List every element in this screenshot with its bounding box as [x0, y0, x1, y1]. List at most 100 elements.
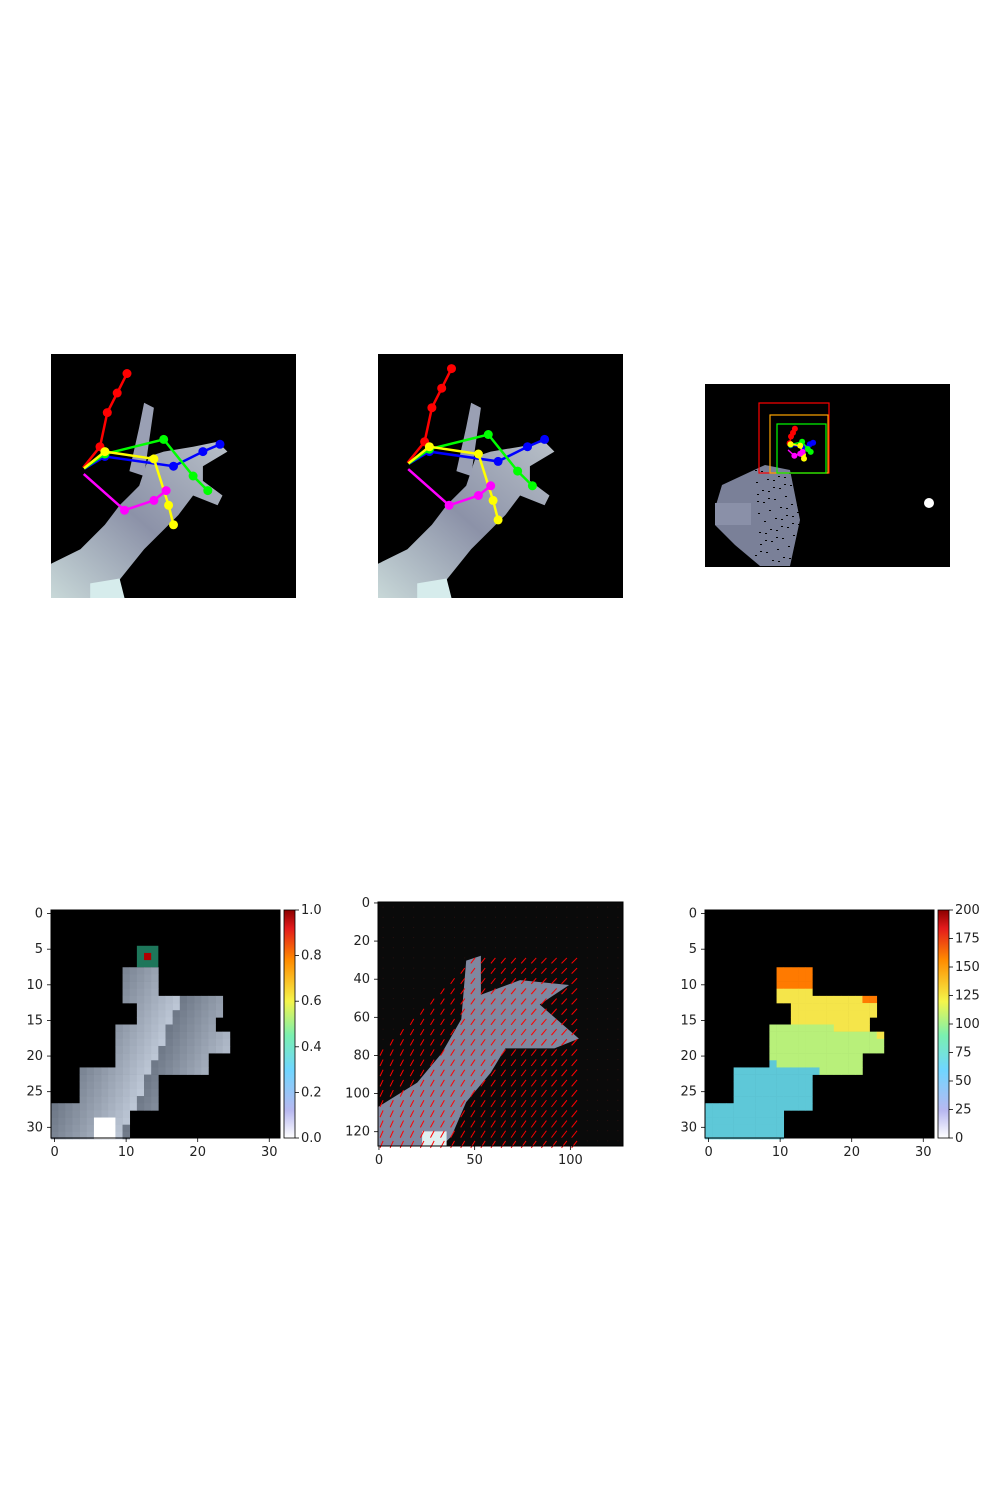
index-joint-3 [198, 447, 208, 457]
offset-vector [530, 977, 537, 985]
offset-vector [490, 1028, 496, 1036]
distance-pixel [783, 974, 792, 982]
hand-skeleton [75, 369, 225, 530]
bright-wrist-pixel [93, 1117, 116, 1139]
offset-vector-null [617, 1120, 619, 1122]
depth-pixel [151, 974, 159, 982]
depth-pixel [136, 1003, 145, 1011]
distance-pixel [869, 1031, 878, 1040]
offset-vector [450, 1110, 455, 1118]
distance-pixel [840, 1067, 849, 1075]
offset-vector [440, 1110, 445, 1118]
offset-vector [571, 1099, 578, 1108]
offset-vector-null [464, 947, 466, 949]
offset-vector-null [596, 1099, 598, 1101]
offset-vector [551, 1120, 558, 1128]
offset-vector [389, 1059, 394, 1067]
offset-vector-null [596, 947, 598, 949]
offset-vector [470, 998, 476, 1005]
distance-pixel [790, 988, 799, 997]
distance-pixel [755, 1096, 763, 1104]
distance-pixel [862, 1031, 870, 1040]
distance-pixel [769, 1088, 777, 1097]
distance-pixel [776, 1117, 785, 1125]
axes-frame [50, 909, 281, 1139]
offset-vector-null [454, 957, 456, 959]
distance-pixel [798, 967, 806, 975]
x-tick-label: 50 [466, 1153, 483, 1168]
offset-vector-null [525, 937, 527, 939]
depth-pixel [58, 1103, 66, 1111]
offset-vector [500, 998, 506, 1005]
offset-vector-null [515, 926, 517, 928]
offset-vector-null [413, 987, 415, 989]
distance-pixel [790, 1074, 799, 1083]
distance-pixel [855, 1024, 863, 1032]
depth-noise-speck [764, 521, 766, 522]
offset-vector [540, 1120, 547, 1128]
offset-vector [460, 1008, 466, 1015]
offset-vector-null [413, 906, 415, 908]
offset-vector-null [596, 1008, 598, 1010]
distance-pixel [848, 1017, 856, 1025]
offset-vector [520, 957, 527, 964]
axis-ticks: 0 10 20 30 0 5 10 15 20 25 30 [26, 907, 277, 1160]
offset-vector [430, 1079, 435, 1087]
depth-pixel [86, 1124, 95, 1133]
distance-pixel [855, 1067, 863, 1075]
offset-vector [551, 957, 558, 964]
distance-pixel [705, 1131, 713, 1140]
depth-noise-speck [768, 498, 770, 499]
distance-pixel [740, 1067, 749, 1075]
hand-wrist-region [90, 578, 125, 598]
distance-pixel [805, 1024, 813, 1032]
distance-pixel [747, 1096, 756, 1104]
offset-vector [440, 998, 445, 1005]
distance-pixel [840, 1053, 849, 1061]
offset-vector [480, 1099, 486, 1108]
distance-pixel [740, 1103, 749, 1111]
offset-vector-null [556, 937, 558, 939]
depth-pixel [79, 1081, 88, 1090]
offset-vector [490, 1059, 496, 1067]
depth-pixel [194, 1031, 202, 1040]
colorbar-tick-label: 0 [955, 1131, 963, 1146]
offset-vector-null [535, 916, 537, 918]
offset-vector-null [413, 967, 415, 969]
offset-vector-null [586, 967, 588, 969]
distance-pixel [833, 1017, 842, 1025]
offset-vector-null [596, 1038, 598, 1040]
distance-pixel [826, 1024, 835, 1032]
depth-pixel [93, 1081, 102, 1090]
distance-pixel [819, 1003, 827, 1011]
offset-vector [490, 957, 496, 964]
offset-vector [389, 1039, 394, 1046]
depth-pixel [115, 1081, 123, 1090]
depth-pixel [129, 1031, 138, 1040]
depth-pixel [58, 1110, 66, 1118]
y-tick-label: 30 [26, 1120, 43, 1135]
depth-pixel [208, 1003, 216, 1011]
depth-noise-speck [762, 490, 764, 491]
offset-vector-null [433, 957, 435, 959]
offset-vector [551, 977, 558, 985]
offset-vector-null [525, 926, 527, 928]
offset-vector [460, 1110, 466, 1118]
offset-vector-null [433, 947, 435, 949]
offset-vector-null [617, 1038, 619, 1040]
distance-pixel [769, 1031, 777, 1040]
offset-vector-null [392, 1018, 394, 1020]
distance-pixel [783, 988, 792, 997]
offset-vector-null [454, 937, 456, 939]
distance-pixel [812, 1010, 820, 1018]
distance-pixel [805, 1053, 813, 1061]
colorbar-tick-label: 25 [955, 1103, 972, 1118]
offset-vector-null [494, 916, 496, 918]
offset-vector [419, 1130, 425, 1138]
offset-vector [379, 1100, 384, 1108]
y-tick-label: 120 [345, 1125, 370, 1140]
distance-pixel [798, 1067, 806, 1075]
depth-pixel [51, 1103, 59, 1111]
distance-pixel [740, 1124, 749, 1133]
offset-vector [450, 998, 455, 1005]
